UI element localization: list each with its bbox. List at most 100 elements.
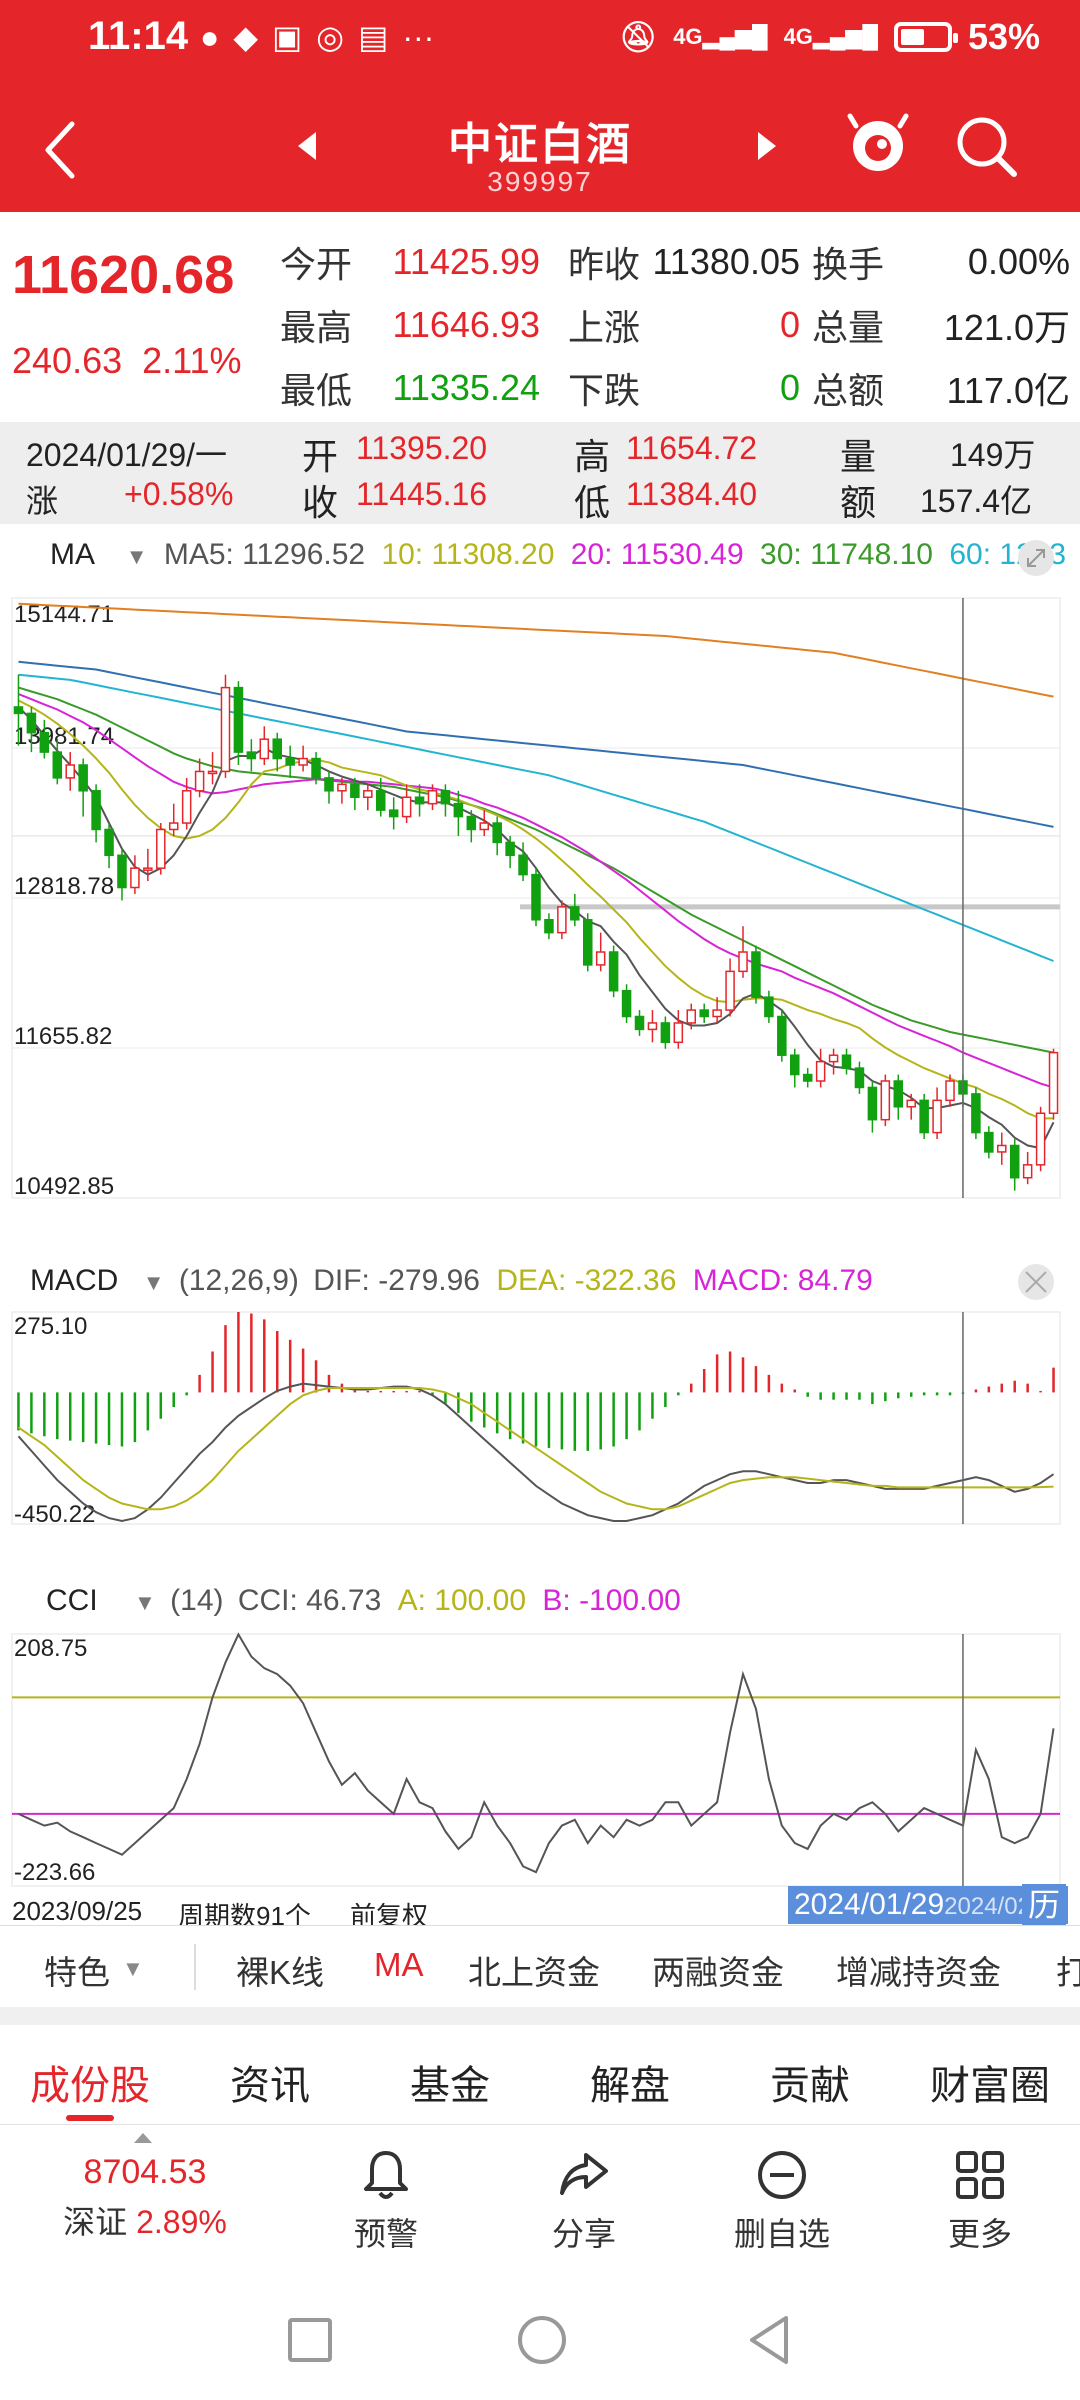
candle-body xyxy=(595,951,606,966)
tab-community[interactable]: 财富圈 xyxy=(930,2064,1050,2108)
rise-value: +0.58% xyxy=(124,476,234,512)
share-icon xyxy=(560,2153,608,2195)
macd-indicator-name[interactable]: MACD xyxy=(30,1264,119,1297)
ma30-line xyxy=(18,686,1054,1054)
back-nav-icon[interactable] xyxy=(738,2308,802,2372)
feature-tab[interactable]: 两融资金 xyxy=(652,1954,784,1991)
expand-icon[interactable] xyxy=(1016,538,1056,578)
candle-body xyxy=(1048,1051,1059,1114)
expand-up-icon[interactable] xyxy=(134,2133,152,2143)
app-icon: ◆ xyxy=(233,19,258,55)
candle-body xyxy=(712,1009,722,1018)
close-label: 收 xyxy=(302,482,339,523)
candle-body xyxy=(880,1080,891,1121)
status-bar: 11:14 ● ◆ ▣ ◎ ▤ ··· 🔕︎ 4G▂▄▆█ 4G▂▄▆█ 53% xyxy=(0,0,1080,80)
alert-button[interactable]: 预警 xyxy=(316,2145,456,2255)
market-index-value[interactable]: 8704.53 xyxy=(83,2153,207,2191)
feature-tab[interactable]: 特色 xyxy=(44,1954,110,1991)
candle-body xyxy=(117,854,127,889)
next-stock-icon[interactable] xyxy=(758,132,776,160)
candle-body xyxy=(78,764,88,792)
candle-body xyxy=(207,770,218,775)
candle-body xyxy=(246,751,257,760)
volume-value: 149万 xyxy=(950,437,1036,473)
amount-label: 额 xyxy=(840,482,877,523)
feature-tab[interactable]: 裸K线 xyxy=(236,1954,325,1991)
cci-indicator-name[interactable]: CCI xyxy=(46,1584,98,1617)
candle-body xyxy=(518,854,528,876)
bell-icon xyxy=(364,2151,408,2199)
back-icon[interactable] xyxy=(36,118,86,182)
feature-tab[interactable]: 增减持资金 xyxy=(836,1954,1001,1991)
tab-constituents[interactable]: 成份股 xyxy=(30,2064,150,2108)
tab-funds[interactable]: 基金 xyxy=(410,2064,490,2108)
candle-body xyxy=(582,919,593,966)
cci-dropdown-icon[interactable]: ▼ xyxy=(134,1590,156,1615)
candle-body xyxy=(906,1099,916,1108)
candle-body xyxy=(285,757,295,766)
candle-body xyxy=(751,951,761,998)
cci-plot[interactable]: 208.75 -223.66 xyxy=(0,1630,1080,1890)
macd-plot[interactable]: 275.10 -450.22 xyxy=(0,1308,1080,1568)
home-icon[interactable] xyxy=(510,2308,574,2372)
ma-indicator-name[interactable]: MA xyxy=(50,538,94,571)
candle-body xyxy=(738,951,748,973)
low-value: 11384.40 xyxy=(626,476,758,512)
history-button[interactable]: 历 xyxy=(1022,1884,1066,1926)
ma250-line xyxy=(18,602,1054,698)
cci-b-value: B: -100.00 xyxy=(542,1584,681,1617)
candle-body xyxy=(414,796,425,805)
prev-stock-icon[interactable] xyxy=(298,132,316,160)
volume-label: 量 xyxy=(840,436,877,477)
candle-body xyxy=(802,1073,813,1082)
active-tab-indicator xyxy=(66,2115,114,2121)
remove-watchlist-label: 删自选 xyxy=(733,2216,830,2252)
ma10-value: 10: 11308.20 xyxy=(381,538,555,571)
candle-body xyxy=(557,906,567,934)
feature-tab[interactable]: 打 xyxy=(1056,1954,1080,1991)
feature-dropdown-icon[interactable]: ▼ xyxy=(122,1956,144,1981)
share-button[interactable]: 分享 xyxy=(514,2145,654,2255)
quote-label: 总量 xyxy=(812,306,885,348)
tab-analysis[interactable]: 解盘 xyxy=(590,2064,670,2108)
candle-body xyxy=(544,919,554,934)
dea-value: DEA: -322.36 xyxy=(496,1264,677,1297)
cci-value: CCI: 46.73 xyxy=(237,1584,382,1617)
candle-body xyxy=(1035,1112,1046,1166)
status-right: 🔕︎ 4G▂▄▆█ 4G▂▄▆█ 53% xyxy=(619,16,1040,58)
remove-watchlist-button[interactable]: 删自选 xyxy=(712,2145,852,2255)
quote-panel: 11620.68 240.63 2.11% 今开 11425.99 昨收 11380.… xyxy=(0,212,1080,422)
macd-chart[interactable]: MACD ▼ (12,26,9) DIF: -279.96 DEA: -322.… xyxy=(0,1254,1080,1574)
cci-chart[interactable]: CCI ▼ (14) CCI: 46.73 A: 100.00 B: -100.… xyxy=(0,1574,1080,1931)
more-button[interactable]: 更多 xyxy=(910,2145,1050,2255)
kline-chart[interactable]: MA ▼ MA5: 11296.52 10: 11308.20 20: 1153… xyxy=(0,524,1080,1254)
assistant-icon[interactable] xyxy=(846,110,910,182)
candle-body xyxy=(427,790,438,805)
ma20-value: 20: 11530.49 xyxy=(570,538,744,571)
recent-apps-icon[interactable] xyxy=(280,2310,340,2370)
dea-line xyxy=(17,1387,1054,1511)
collapse-icon[interactable] xyxy=(1016,1262,1056,1302)
ma-dropdown-icon[interactable]: ▼ xyxy=(125,544,148,569)
dif-line xyxy=(17,1382,1055,1523)
signal-icon: 4G▂▄▆█ xyxy=(783,24,878,49)
candle-body xyxy=(272,738,282,760)
feature-tab[interactable]: 北上资金 xyxy=(468,1954,600,1991)
high-label: 高 xyxy=(574,436,611,477)
candle-body xyxy=(854,1067,865,1089)
market-index[interactable]: 深证 2.89% xyxy=(40,2197,250,2243)
feature-tab-active[interactable]: MA xyxy=(374,1946,424,1983)
candle-body xyxy=(440,790,451,805)
search-icon[interactable] xyxy=(952,112,1022,182)
candle-body xyxy=(143,867,153,871)
more-label: 更多 xyxy=(947,2216,1012,2252)
content-tab-row: 成份股 资讯 基金 解盘 贡献 财富圈 xyxy=(0,2025,1080,2125)
macd-dropdown-icon[interactable]: ▼ xyxy=(142,1270,165,1295)
quote-value: 11380.05 xyxy=(652,240,800,282)
candle-body xyxy=(971,1093,981,1134)
tab-news[interactable]: 资讯 xyxy=(230,2064,310,2108)
candle-body xyxy=(363,790,373,798)
candle-body xyxy=(466,815,477,831)
tab-contribution[interactable]: 贡献 xyxy=(770,2064,850,2108)
